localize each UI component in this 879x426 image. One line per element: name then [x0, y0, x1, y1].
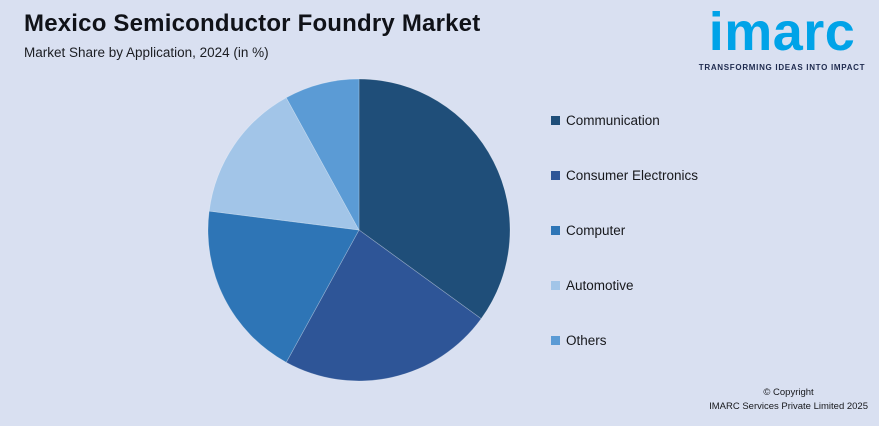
- imarc-logo-text: imarc: [708, 2, 856, 62]
- pie-slice-automotive: [208, 97, 360, 231]
- imarc-logo: imarc TRANSFORMING IDEAS INTO IMPACT: [696, 2, 868, 72]
- copyright-line1: © Copyright: [763, 386, 814, 398]
- legend-item-automotive: Automotive: [551, 277, 698, 294]
- legend-item-consumer-electronics: Consumer Electronics: [551, 167, 698, 184]
- legend-item-others: Others: [551, 332, 698, 349]
- header: Mexico Semiconductor Foundry Market Mark…: [24, 10, 480, 60]
- legend-swatch-icon: [551, 281, 560, 290]
- copyright-note: © Copyright IMARC Services Private Limit…: [709, 386, 868, 415]
- legend-label: Communication: [566, 113, 660, 128]
- legend: Communication Consumer Electronics Compute…: [551, 112, 698, 349]
- legend-swatch-icon: [551, 336, 560, 345]
- legend-label: Others: [566, 333, 607, 348]
- legend-item-communication: Communication: [551, 112, 698, 129]
- legend-swatch-icon: [551, 226, 560, 235]
- pie-slice-computer: [207, 210, 360, 363]
- pie-slice-others: [285, 78, 360, 231]
- pie-slice-communication: [358, 78, 511, 320]
- page-title: Mexico Semiconductor Foundry Market: [24, 10, 481, 37]
- legend-swatch-icon: [551, 116, 560, 125]
- legend-label: Computer: [566, 223, 626, 238]
- copyright-line2: IMARC Services Private Limited 2025: [709, 400, 868, 412]
- legend-item-computer: Computer: [551, 222, 698, 239]
- pie-slice-consumer-electronics: [285, 229, 482, 382]
- legend-swatch-icon: [551, 171, 560, 180]
- imarc-tagline: TRANSFORMING IDEAS INTO IMPACT: [698, 63, 866, 73]
- legend-label: Automotive: [566, 278, 634, 293]
- legend-label: Consumer Electronics: [566, 168, 699, 183]
- page-subtitle: Market Share by Application, 2024 (in %): [24, 45, 269, 60]
